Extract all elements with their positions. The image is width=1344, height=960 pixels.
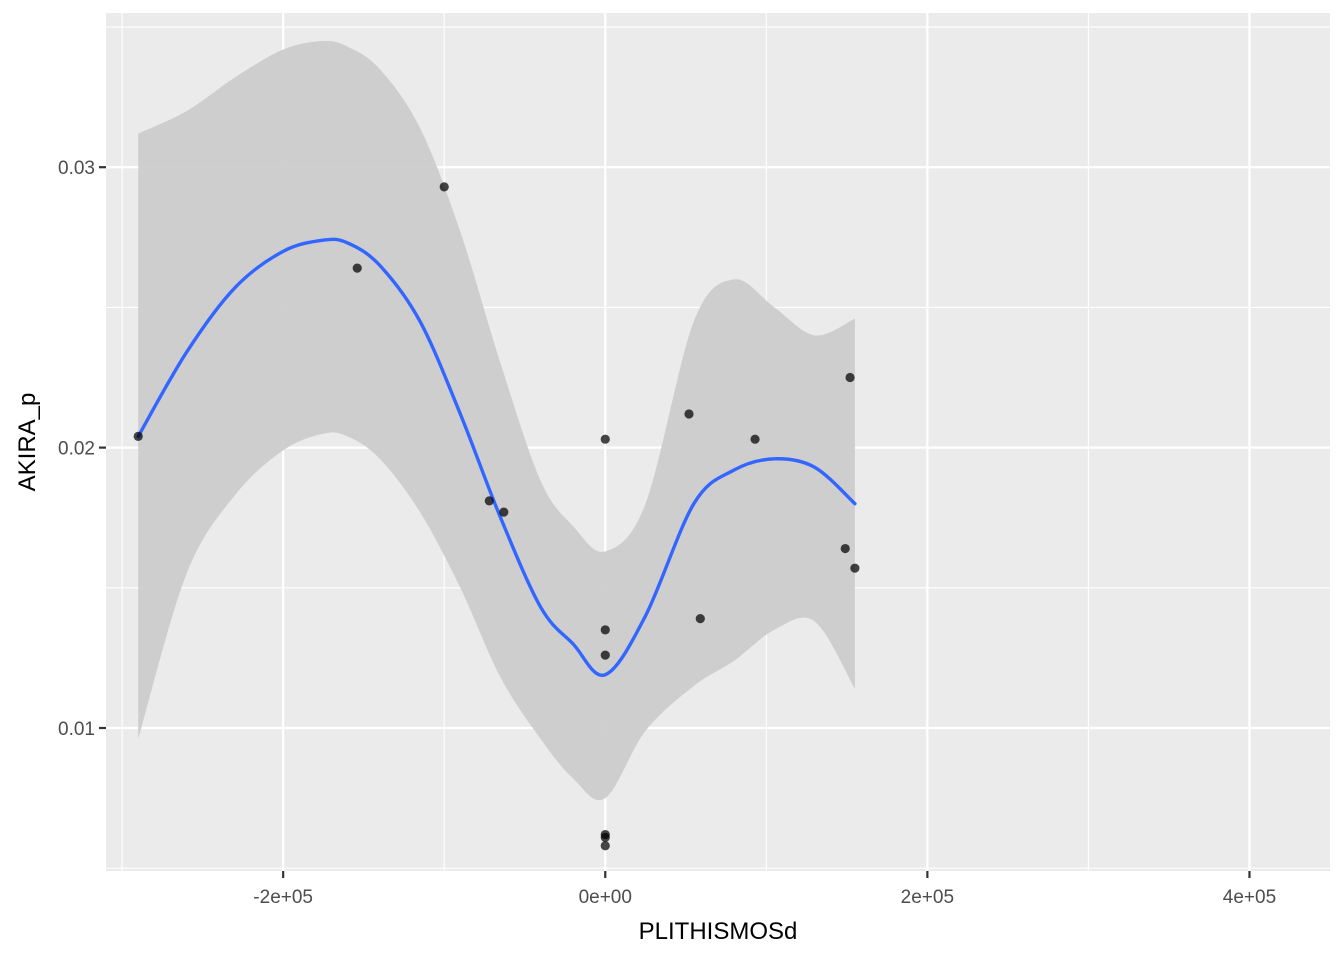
data-point bbox=[845, 372, 855, 383]
y-tick-label: 0.01 bbox=[58, 719, 95, 740]
data-point bbox=[600, 625, 610, 635]
data-point bbox=[600, 841, 610, 851]
x-axis-title: PLITHISMOSd bbox=[639, 918, 798, 945]
data-point bbox=[750, 434, 760, 444]
confidence-band bbox=[138, 40, 855, 801]
data-point bbox=[133, 431, 143, 441]
data-point bbox=[484, 496, 494, 506]
smooth-line bbox=[136, 237, 857, 677]
data-point bbox=[600, 829, 610, 840]
data-point bbox=[352, 263, 362, 273]
smooth-line-layer bbox=[136, 237, 857, 677]
data-point bbox=[840, 543, 850, 554]
data-point bbox=[684, 409, 694, 419]
y-tick-label: 0.03 bbox=[58, 158, 95, 179]
points-layer bbox=[133, 182, 860, 851]
x-tick-label: 0e+00 bbox=[579, 887, 632, 908]
data-point bbox=[600, 434, 610, 444]
y-tick-label: 0.02 bbox=[58, 439, 95, 460]
y-axis-title: AKIRA_p bbox=[14, 393, 41, 492]
data-point bbox=[439, 182, 449, 192]
data-point bbox=[695, 614, 705, 624]
x-tick-label: -2e+05 bbox=[253, 887, 313, 908]
tick-labels: -2e+05 0e+00 2e+05 4e+05 0.01 0.02 0.03 bbox=[58, 158, 1276, 908]
data-point bbox=[600, 650, 610, 660]
confidence-band-layer bbox=[138, 40, 855, 801]
x-tick-label: 4e+05 bbox=[1223, 887, 1276, 908]
axis-ticks bbox=[99, 166, 1251, 878]
data-point bbox=[499, 507, 509, 517]
x-tick-label: 2e+05 bbox=[901, 887, 954, 908]
data-point bbox=[850, 563, 860, 573]
